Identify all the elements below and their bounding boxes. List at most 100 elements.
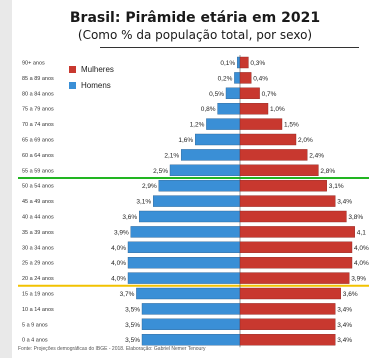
legend-swatch-mulheres — [69, 66, 76, 73]
value-label-mulheres: 4,1 — [357, 229, 366, 236]
bar-homens — [180, 149, 241, 161]
value-label-homens: 3,9% — [114, 229, 129, 236]
age-label: 90+ anos — [22, 61, 45, 67]
source-note: Fonte: Projeções demográficas do IBGE - … — [18, 346, 206, 352]
bar-mulheres — [239, 102, 269, 115]
value-label-mulheres: 3,1% — [329, 183, 344, 190]
bar-mulheres — [239, 179, 328, 192]
chart-subtitle: (Como % da população total, por sexo) — [77, 28, 313, 42]
bar-mulheres — [239, 257, 353, 269]
bar-homens — [158, 179, 241, 192]
age-label: 85 a 89 anos — [22, 76, 54, 82]
age-label: 80 a 84 anos — [22, 91, 54, 97]
value-label-mulheres: 3,6% — [343, 291, 358, 298]
bar-mulheres — [239, 72, 252, 84]
bar-homens — [206, 118, 241, 130]
value-label-mulheres: 4,0% — [354, 245, 369, 252]
bar-homens — [152, 195, 241, 207]
bar-homens — [217, 102, 241, 115]
value-label-homens: 3,1% — [136, 199, 151, 206]
age-label: 55 a 59 anos — [22, 168, 54, 174]
bar-homens — [169, 164, 241, 177]
bar-mulheres — [239, 303, 336, 315]
value-label-mulheres: 1,0% — [270, 106, 285, 113]
value-label-homens: 2,9% — [142, 183, 157, 190]
bar-homens — [136, 287, 241, 300]
bar-mulheres — [239, 210, 347, 223]
value-label-homens: 1,6% — [178, 137, 193, 144]
bar-homens — [127, 241, 241, 254]
value-label-homens: 2,5% — [153, 168, 168, 175]
age-label: 5 a 9 anos — [22, 322, 48, 328]
value-label-mulheres: 3,9% — [351, 276, 366, 283]
bar-mulheres — [239, 195, 336, 207]
age-label: 15 a 19 anos — [22, 292, 54, 298]
value-label-mulheres: 1,5% — [284, 122, 299, 129]
bar-homens — [141, 318, 241, 330]
age-label: 0 a 4 anos — [22, 338, 48, 344]
value-label-mulheres: 3,4% — [337, 337, 352, 344]
bar-mulheres — [239, 133, 297, 146]
bar-homens — [234, 72, 241, 84]
value-label-homens: 0,8% — [201, 106, 216, 113]
value-label-homens: 3,5% — [125, 337, 140, 344]
age-label: 45 a 49 anos — [22, 199, 54, 205]
age-label: 35 a 39 anos — [22, 230, 54, 236]
bar-homens — [141, 303, 241, 315]
age-label: 20 a 24 anos — [22, 276, 54, 282]
bar-homens — [130, 226, 241, 238]
value-label-homens: 1,2% — [190, 122, 205, 129]
bar-mulheres — [239, 241, 353, 254]
value-label-mulheres: 0,4% — [253, 75, 268, 82]
bar-homens — [127, 257, 241, 269]
value-label-mulheres: 0,7% — [262, 91, 277, 98]
bar-homens — [127, 272, 241, 284]
value-label-homens: 3,7% — [120, 291, 135, 298]
value-label-homens: 4,0% — [111, 245, 126, 252]
value-label-homens: 0,2% — [218, 75, 233, 82]
value-label-mulheres: 2,0% — [298, 137, 313, 144]
value-label-mulheres: 3,4% — [337, 322, 352, 329]
value-label-mulheres: 2,4% — [309, 152, 324, 159]
bar-homens — [141, 334, 241, 346]
chart-title: Brasil: Pirâmide etária em 2021 — [69, 10, 321, 26]
age-label: 25 a 29 anos — [22, 261, 54, 267]
bar-mulheres — [239, 287, 342, 300]
bar-mulheres — [239, 318, 336, 330]
bar-mulheres — [239, 334, 336, 346]
age-label: 30 a 34 anos — [22, 245, 54, 251]
value-label-homens: 3,5% — [125, 322, 140, 329]
value-label-homens: 4,0% — [111, 276, 126, 283]
bar-mulheres — [239, 56, 249, 69]
bar-mulheres — [239, 87, 260, 100]
bar-homens — [194, 133, 241, 146]
value-label-homens: 4,0% — [111, 260, 126, 267]
legend-label-homens: Homens — [81, 81, 111, 90]
bar-mulheres — [239, 149, 308, 161]
bar-mulheres — [239, 118, 283, 130]
bar-homens — [236, 56, 241, 69]
value-label-homens: 3,5% — [125, 306, 140, 313]
age-label: 65 a 69 anos — [22, 138, 54, 144]
age-label: 40 a 44 anos — [22, 215, 54, 221]
value-label-mulheres: 4,0% — [354, 260, 369, 267]
value-label-homens: 2,1% — [164, 152, 179, 159]
value-label-mulheres: 3,8% — [348, 214, 363, 221]
left-margin — [0, 0, 12, 358]
value-label-homens: 3,6% — [122, 214, 137, 221]
age-label: 10 a 14 anos — [22, 307, 54, 313]
value-label-mulheres: 0,3% — [250, 60, 265, 67]
title-underline — [100, 47, 359, 48]
bar-homens — [225, 87, 241, 100]
age-label: 50 a 54 anos — [22, 184, 54, 190]
value-label-homens: 0,1% — [220, 60, 235, 67]
bar-homens — [138, 210, 241, 223]
value-label-homens: 0,5% — [209, 91, 224, 98]
bar-mulheres — [239, 226, 356, 238]
legend-label-mulheres: Mulheres — [81, 65, 114, 74]
age-label: 75 a 79 anos — [22, 107, 54, 113]
value-label-mulheres: 3,4% — [337, 199, 352, 206]
value-label-mulheres: 3,4% — [337, 306, 352, 313]
